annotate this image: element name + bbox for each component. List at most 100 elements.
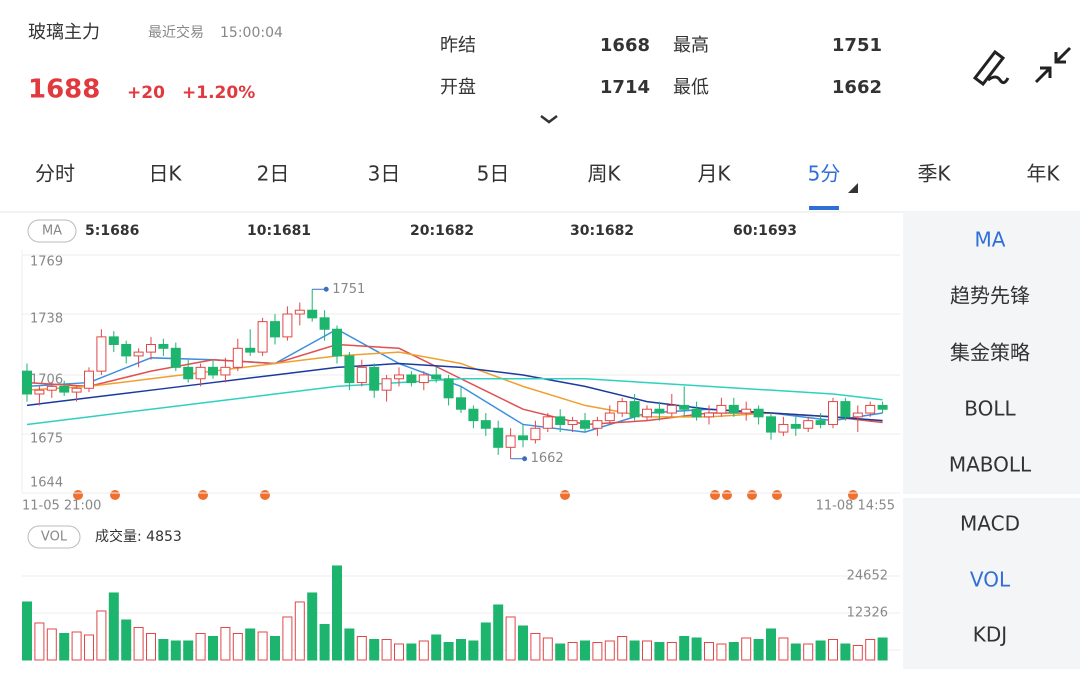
volume-bar (679, 635, 690, 661)
volume-bar (170, 640, 181, 661)
candle-body (741, 408, 752, 414)
volume-bar (158, 638, 169, 661)
tab[interactable]: 月K (697, 162, 731, 186)
volume-bar (59, 632, 70, 661)
indicator[interactable]: MA (975, 228, 1006, 252)
candle-body (828, 401, 838, 425)
candle-body (505, 435, 516, 448)
legend-entry: 10:1681 (247, 223, 311, 239)
indicator[interactable]: BOLL (964, 397, 1016, 421)
candle-body (46, 385, 57, 391)
volume-bar (133, 626, 144, 661)
candle-body (108, 336, 119, 345)
tab[interactable]: 3日 (368, 162, 401, 186)
volume-bar (803, 643, 814, 661)
ma-badge-box (27, 219, 77, 243)
volume-bar (319, 623, 330, 661)
volume-bar (282, 616, 293, 661)
y-tick-label: 1644 (30, 476, 63, 491)
candle-body (344, 355, 355, 384)
candle-body (294, 309, 305, 315)
candle-body (778, 423, 789, 433)
signal-dot (722, 490, 732, 500)
ma-line (26, 351, 883, 422)
candle-body (877, 404, 888, 410)
volume-bar (617, 635, 628, 661)
sidebar-top (903, 212, 1080, 494)
candle-body (852, 412, 863, 418)
x-tick-label: 11-08 14:55 (816, 499, 895, 514)
tab[interactable]: 5日 (477, 162, 510, 186)
volume-bar (567, 641, 578, 661)
x-tick-label: 11-05 21:00 (22, 499, 101, 514)
y-tick-label: 24652 (847, 569, 888, 584)
volume-bar (753, 638, 764, 661)
tab[interactable]: 5分 (808, 162, 841, 186)
candle-body (356, 366, 367, 384)
legend-entry: 30:1682 (570, 223, 634, 239)
candle-body (567, 420, 578, 425)
volume-bar (480, 622, 491, 661)
expand-chevron[interactable] (540, 115, 558, 124)
volume-bar (332, 565, 342, 661)
tab[interactable]: 2日 (257, 162, 290, 186)
legend-entry: 成交量: 4853 (95, 528, 182, 545)
tab[interactable]: 分时 (35, 162, 75, 186)
indicator[interactable]: VOL (970, 568, 1011, 592)
volume-bar (728, 641, 739, 661)
stat-label: 开盘 (440, 77, 476, 98)
volume-bar (146, 632, 156, 661)
candle-body (530, 427, 541, 441)
trade-time: 15:00:04 (220, 25, 283, 41)
indicator[interactable]: MACD (960, 512, 1020, 536)
change: +20 (127, 83, 165, 103)
volume-bar (654, 641, 665, 661)
candle-body (766, 416, 776, 433)
volume-bar (505, 616, 516, 661)
candle-body (443, 378, 454, 399)
volume-bar (815, 640, 826, 661)
candle-body (431, 374, 442, 380)
indicator[interactable]: 集金策略 (950, 341, 1030, 365)
annotation-dot (323, 286, 329, 292)
candle-body (456, 397, 466, 410)
shrink-icon[interactable] (1034, 46, 1072, 84)
tab[interactable]: 年K (1026, 162, 1060, 186)
candle-body (332, 328, 342, 357)
badge: VOL (41, 530, 68, 545)
volume-bar (778, 637, 789, 661)
volume-bar (704, 641, 714, 661)
indicator[interactable]: 趋势先锋 (950, 284, 1030, 308)
candle-body (170, 347, 181, 368)
annotation-dot (522, 456, 528, 462)
volume-bar (22, 601, 32, 661)
volume-bar (741, 637, 752, 661)
candle-body (96, 336, 107, 372)
candle-body (679, 404, 690, 410)
stat-label: 昨结 (440, 35, 476, 56)
candle-body (815, 420, 826, 425)
candle-body (691, 408, 702, 418)
candle-body (629, 401, 640, 418)
volume-bar (865, 638, 876, 661)
volume-bar (46, 628, 57, 661)
candle-body (555, 416, 566, 425)
signal-dot (110, 490, 120, 500)
candle-body (617, 401, 628, 414)
indicator[interactable]: KDJ (973, 623, 1007, 647)
volume-bar (84, 634, 94, 661)
tab[interactable]: 日K (148, 162, 182, 186)
candle-body (208, 366, 218, 376)
candle-body (803, 420, 814, 429)
volume-bar (555, 643, 566, 661)
volume-bar (257, 631, 268, 661)
stat-value: 1668 (600, 35, 650, 56)
tab[interactable]: 周K (587, 162, 621, 186)
candle-body (592, 420, 603, 429)
volume-bar (344, 628, 355, 661)
volume-bar (592, 641, 603, 661)
tab[interactable]: 季K (917, 162, 951, 186)
draw-icon[interactable] (972, 49, 1010, 87)
indicator[interactable]: MABOLL (949, 453, 1032, 477)
